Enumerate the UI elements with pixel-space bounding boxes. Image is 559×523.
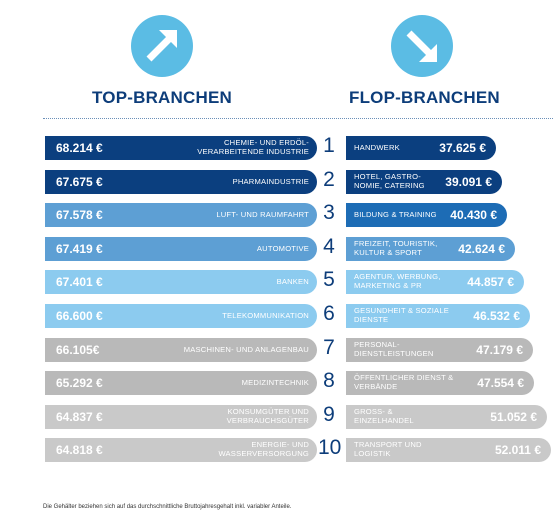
rank-number: 8: [323, 369, 335, 392]
flop-industry-label: FREIZEIT, TOURISTIK, KULTUR & SPORT: [354, 239, 438, 257]
flop-value-label: 37.625 €: [439, 141, 486, 155]
top-industry-label: MASCHINEN- UND ANLAGENBAU: [183, 344, 309, 354]
top-value-label: 67.675 €: [56, 175, 103, 189]
chart-row: 68.214 € CHEMIE- UND ERDÖL-VERARBEITENDE …: [0, 134, 559, 160]
top-value-label: 65.292 €: [56, 376, 103, 390]
flop-value-label: 39.091 €: [445, 175, 492, 189]
flop-branchen-title: FLOP-BRANCHEN: [349, 88, 500, 107]
up-arrow-icon: [131, 15, 193, 77]
top-industry-label: LUFT- UND RAUMFAHRT: [216, 209, 309, 219]
top-industry-label: BANKEN: [276, 276, 309, 286]
top-industry-label: MEDIZINTECHNIK: [241, 377, 309, 387]
rank-number: 4: [323, 235, 335, 258]
flop-industry-label: HOTEL, GASTRO-NOMIE, CATERING: [354, 172, 425, 190]
flop-value-label: 51.052 €: [490, 410, 537, 424]
flop-bar: GESUNDHEIT & SOZIALE DIENSTE 46.532 €: [346, 304, 530, 328]
flop-bar: ÖFFENTLICHER DIENST & VERBÄNDE 47.554 €: [346, 371, 534, 395]
top-bar: 64.818 € ENERGIE- UND WASSERVERSORGUNG: [45, 438, 317, 462]
rank-number: 9: [323, 403, 335, 426]
rank-number: 3: [323, 201, 335, 224]
top-bar: 67.401 € BANKEN: [45, 270, 317, 294]
top-branchen-title: TOP-BRANCHEN: [92, 88, 232, 107]
chart-row: 67.419 € AUTOMOTIVE 4 FREIZEIT, TOURISTIK, …: [0, 235, 559, 261]
top-bar: 66.105€ MASCHINEN- UND ANLAGENBAU: [45, 338, 317, 362]
chart-row: 64.837 € KONSUMGÜTER UND VERBRAUCHSGÜTER 9…: [0, 403, 559, 429]
top-value-label: 64.818 €: [56, 443, 103, 457]
flop-industry-label: ÖFFENTLICHER DIENST & VERBÄNDE: [354, 373, 454, 391]
flop-value-label: 40.430 €: [450, 208, 497, 222]
flop-bar: GROSS- & EINZELHANDEL 51.052 €: [346, 405, 547, 429]
top-bar: 68.214 € CHEMIE- UND ERDÖL-VERARBEITENDE …: [45, 136, 317, 160]
footnote: Die Gehälter beziehen sich auf das durch…: [43, 504, 292, 510]
chart-row: 66.600 € TELEKOMMUNIKATION 6 GESUNDHEIT & S…: [0, 302, 559, 328]
chart-row: 67.675 € PHARMAINDUSTRIE 2 HOTEL, GASTRO-NO…: [0, 168, 559, 194]
top-value-label: 66.600 €: [56, 309, 103, 323]
flop-value-label: 42.624 €: [458, 242, 505, 256]
flop-value-label: 47.179 €: [476, 343, 523, 357]
chart-row: 65.292 € MEDIZINTECHNIK 8 ÖFFENTLICHER DIEN…: [0, 369, 559, 395]
top-bar: 64.837 € KONSUMGÜTER UND VERBRAUCHSGÜTER: [45, 405, 317, 429]
flop-industry-label: BILDUNG & TRAINING: [354, 209, 437, 219]
top-value-label: 67.578 €: [56, 208, 103, 222]
flop-industry-label: TRANSPORT UND LOGISTIK: [354, 440, 422, 458]
flop-bar: PERSONAL-DIENSTLEISTUNGEN 47.179 €: [346, 338, 533, 362]
flop-industry-label: PERSONAL-DIENSTLEISTUNGEN: [354, 340, 434, 358]
top-value-label: 67.401 €: [56, 275, 103, 289]
chart-row: 67.401 € BANKEN 5 AGENTUR, WERBUNG, MARKETI…: [0, 268, 559, 294]
chart-row: 66.105€ MASCHINEN- UND ANLAGENBAU 7 PERSONA…: [0, 336, 559, 362]
rank-number: 10: [318, 436, 342, 459]
flop-bar: HOTEL, GASTRO-NOMIE, CATERING 39.091 €: [346, 170, 502, 194]
flop-value-label: 46.532 €: [473, 309, 520, 323]
chart-row: 64.818 € ENERGIE- UND WASSERVERSORGUNG 10 T…: [0, 436, 559, 462]
flop-industry-label: HANDWERK: [354, 142, 400, 152]
flop-value-label: 47.554 €: [477, 376, 524, 390]
top-industry-label: CHEMIE- UND ERDÖL-VERARBEITENDE INDUSTRI…: [197, 138, 309, 156]
top-industry-label: TELEKOMMUNIKATION: [222, 310, 309, 320]
top-bar: 65.292 € MEDIZINTECHNIK: [45, 371, 317, 395]
flop-industry-label: GESUNDHEIT & SOZIALE DIENSTE: [354, 306, 450, 324]
flop-bar: TRANSPORT UND LOGISTIK 52.011 €: [346, 438, 551, 462]
top-value-label: 67.419 €: [56, 242, 103, 256]
flop-industry-label: GROSS- & EINZELHANDEL: [354, 407, 414, 425]
flop-bar: BILDUNG & TRAINING 40.430 €: [346, 203, 507, 227]
header-divider: [43, 118, 553, 119]
top-industry-label: KONSUMGÜTER UND VERBRAUCHSGÜTER: [226, 407, 309, 425]
flop-value-label: 44.857 €: [467, 275, 514, 289]
top-bar: 67.675 € PHARMAINDUSTRIE: [45, 170, 317, 194]
top-value-label: 64.837 €: [56, 410, 103, 424]
rank-number: 7: [323, 336, 335, 359]
top-bar: 67.419 € AUTOMOTIVE: [45, 237, 317, 261]
top-industry-label: ENERGIE- UND WASSERVERSORGUNG: [218, 440, 309, 458]
top-industry-label: AUTOMOTIVE: [256, 243, 309, 253]
top-value-label: 66.105€: [56, 343, 100, 357]
rank-number: 2: [323, 168, 335, 191]
top-value-label: 68.214 €: [56, 141, 103, 155]
flop-bar: FREIZEIT, TOURISTIK, KULTUR & SPORT 42.62…: [346, 237, 515, 261]
rank-number: 6: [323, 302, 335, 325]
flop-bar: AGENTUR, WERBUNG, MARKETING & PR 44.857 €: [346, 270, 524, 294]
flop-value-label: 52.011 €: [494, 443, 541, 457]
top-industry-label: PHARMAINDUSTRIE: [232, 176, 309, 186]
rank-number: 1: [323, 134, 335, 157]
flop-bar: HANDWERK 37.625 €: [346, 136, 496, 160]
down-arrow-icon: [391, 15, 453, 77]
flop-industry-label: AGENTUR, WERBUNG, MARKETING & PR: [354, 272, 441, 290]
rank-number: 5: [323, 268, 335, 291]
chart-row: 67.578 € LUFT- UND RAUMFAHRT 3 BILDUNG & TR…: [0, 201, 559, 227]
top-bar: 66.600 € TELEKOMMUNIKATION: [45, 304, 317, 328]
top-bar: 67.578 € LUFT- UND RAUMFAHRT: [45, 203, 317, 227]
